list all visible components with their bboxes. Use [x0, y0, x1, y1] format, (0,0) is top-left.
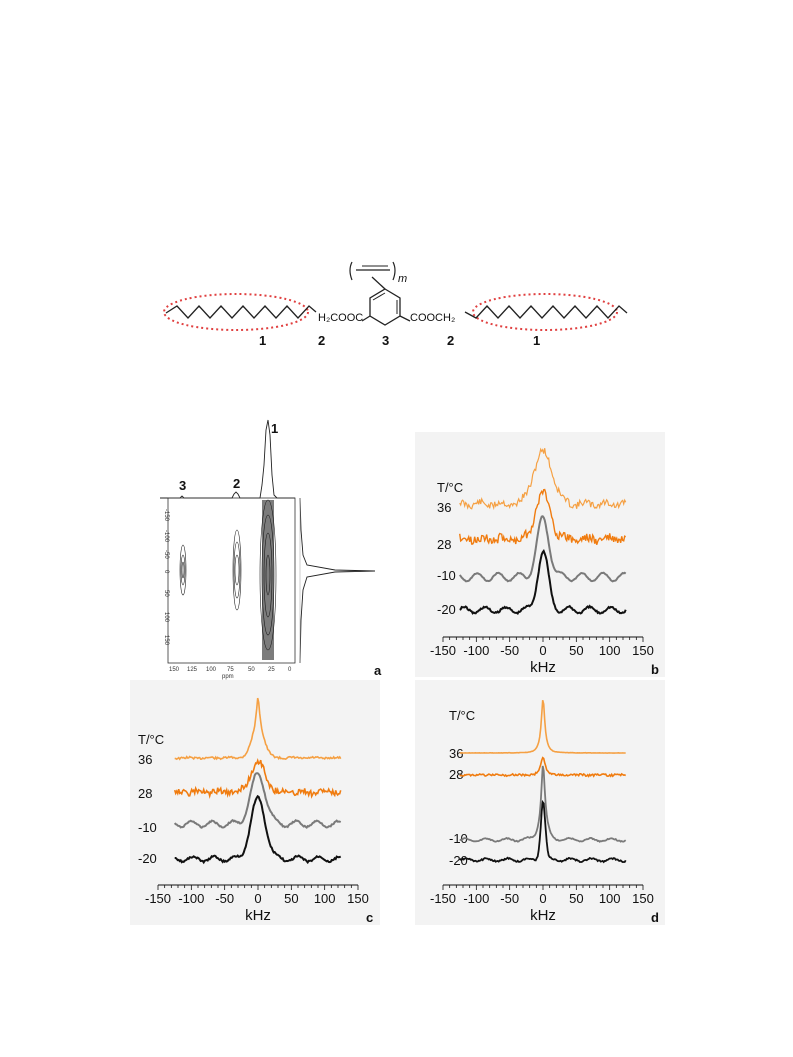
x-tick-label: -100: [463, 891, 489, 906]
temperature-label: 28: [437, 537, 451, 552]
spectrum-trace: [173, 758, 342, 800]
panel-a-y-tick: -150: [163, 509, 169, 522]
panel-a-x-tick: 25: [268, 667, 275, 673]
panel-a-letter-wrap: a: [374, 663, 382, 678]
temperature-header: T/°C: [138, 732, 164, 747]
panel-a-y-tick: 50: [163, 590, 169, 597]
panel-a-peak-label-2: 2: [233, 476, 240, 491]
repeat-unit-subscript: m: [398, 273, 407, 285]
benzene-ring: [369, 288, 401, 326]
temperature-label: 36: [437, 500, 451, 515]
panel-a-side-projection: [299, 497, 376, 664]
x-axis-label: kHz: [530, 907, 556, 924]
panel-a-y-tick: -100: [163, 530, 169, 543]
panel-a-x-tick: 75: [227, 667, 234, 673]
x-tick-label: -100: [178, 891, 204, 906]
temperature-label: 28: [449, 767, 463, 782]
segment-number-2-left: 2: [318, 333, 325, 348]
x-tick-label: -150: [430, 643, 456, 658]
panel-a-y-tick: 150: [163, 635, 169, 646]
temperature-label: 36: [449, 746, 463, 761]
left-alkyl-chain: [165, 305, 317, 319]
x-tick-label: -50: [500, 891, 519, 906]
panel-a-y-tick: 100: [163, 612, 169, 623]
panel-letter: b: [651, 662, 659, 677]
spectrum-trace: [174, 794, 342, 865]
right-alkyl-ellipse: [472, 293, 618, 331]
panel-a-contours: [179, 499, 277, 651]
spectrum-trace: [173, 772, 342, 830]
temperature-label: 36: [138, 752, 152, 767]
temperature-label: -20: [449, 853, 468, 868]
left-alkyl-ellipse: [163, 293, 309, 331]
x-tick-label: 0: [539, 643, 546, 658]
temperature-label: -10: [449, 831, 468, 846]
x-tick-label: -150: [145, 891, 171, 906]
left-ester-label: H₂COOC: [318, 312, 363, 324]
x-tick-label: 100: [599, 891, 621, 906]
panel-a-x-tick: 125: [187, 667, 198, 673]
x-tick-label: 50: [569, 891, 583, 906]
x-tick-label: -50: [500, 643, 519, 658]
spectrum-trace: [459, 488, 627, 546]
spectrum-trace: [459, 765, 627, 843]
spectrum-trace: [459, 548, 627, 615]
x-tick-label: -100: [463, 643, 489, 658]
spectrum-trace: [458, 515, 627, 583]
segment-number-3: 3: [382, 333, 389, 348]
panel-a-x-tick: 0: [288, 667, 292, 673]
x-tick-label: 0: [539, 891, 546, 906]
x-tick-label: 0: [254, 891, 261, 906]
x-axis-label: kHz: [245, 907, 271, 924]
spectrum-trace: [459, 700, 626, 754]
x-tick-label: 100: [599, 643, 621, 658]
temperature-header: T/°C: [449, 708, 475, 723]
x-axis-label: kHz: [530, 659, 556, 676]
panel-c-wideline-spectra: -150 -100 -50 0 50 100 150 kHz T/°C 36 28 -10 -20 c: [130, 680, 380, 925]
x-tick-label: 150: [632, 643, 654, 658]
spectrum-trace: [459, 756, 627, 778]
x-tick-label: 50: [284, 891, 298, 906]
panel-d-wideline-spectra: -150 -100 -50 0 50 100 150 kHz T/°C 36 28 -10 -20 d: [415, 680, 665, 925]
panel-b-wideline-spectra: -150 -100 -50 0 50 100 150 kHz T/°C 36 28 -10 -20 b: [415, 432, 665, 677]
panel-background: [415, 432, 665, 677]
panel-a-2d-spectrum: 1 2 3 150 125 100 75 50 25 0 ppm -150 -1…: [160, 419, 376, 680]
temperature-label: -10: [138, 820, 157, 835]
spectrum-trace: [459, 447, 627, 511]
temperature-label: -20: [138, 851, 157, 866]
x-tick-label: 50: [569, 643, 583, 658]
panel-a-peak-label-1: 1: [271, 421, 278, 436]
panel-a-2d-frame: [167, 497, 296, 664]
panel-letter: c: [366, 910, 373, 925]
temperature-label: 28: [138, 786, 152, 801]
panel-a-letter: a: [374, 663, 382, 678]
panel-a-x-tick: 100: [206, 667, 217, 673]
segment-number-2-right: 2: [447, 333, 454, 348]
spectrum-trace: [174, 697, 342, 761]
panel-a-peak-label-3: 3: [179, 478, 186, 493]
segment-number-1-left: 1: [259, 333, 266, 348]
x-tick-label: 100: [314, 891, 336, 906]
panel-a-x-tick: 50: [248, 667, 255, 673]
panel-a-x-unit: ppm: [222, 674, 234, 680]
temperature-label: -10: [437, 568, 456, 583]
x-tick-label: 150: [632, 891, 654, 906]
x-tick-label: 150: [347, 891, 369, 906]
panel-letter: d: [651, 910, 659, 925]
right-alkyl-chain: [464, 305, 628, 319]
x-tick-label: -150: [430, 891, 456, 906]
right-ester-label: COOCH₂: [410, 312, 455, 324]
panel-a-y-tick: -50: [163, 550, 169, 559]
temperature-header: T/°C: [437, 480, 463, 495]
x-tick-label: -50: [215, 891, 234, 906]
spectrum-trace: [459, 799, 627, 864]
panel-a-x-tick: 150: [169, 667, 180, 673]
panel-a-y-tick: 0: [163, 570, 169, 574]
temperature-label: -20: [437, 602, 456, 617]
segment-number-1-right: 1: [533, 333, 540, 348]
